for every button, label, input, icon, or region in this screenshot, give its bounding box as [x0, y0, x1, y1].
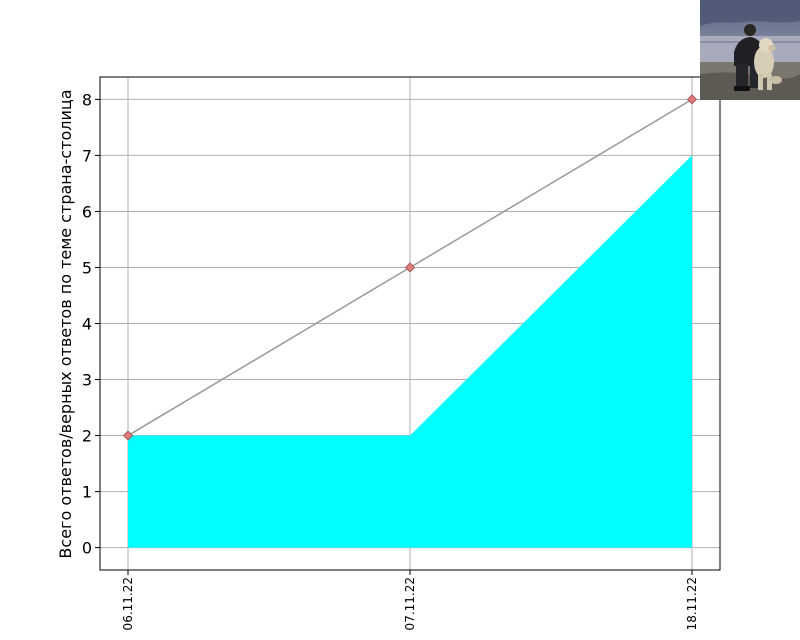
y-tick-label: 2 — [82, 427, 92, 446]
data-point-marker — [404, 262, 416, 273]
y-tick-label: 4 — [82, 315, 92, 334]
profile-photo — [700, 0, 800, 100]
y-tick-label: 7 — [82, 146, 92, 165]
y-tick-label: 1 — [82, 483, 92, 502]
y-tick-label: 6 — [82, 202, 92, 221]
data-point-marker — [122, 430, 134, 441]
y-axis-ticks: 0 1 2 3 4 5 6 7 8 — [82, 90, 100, 558]
line-series — [122, 94, 698, 441]
x-tick-label: 07.11.22 — [403, 577, 417, 630]
area-series — [128, 155, 692, 548]
x-tick-label: 18.11.22 — [685, 577, 699, 630]
x-tick-label: 06.11.22 — [121, 577, 135, 630]
x-axis-ticks: 06.11.22 07.11.22 18.11.22 — [121, 570, 699, 630]
data-point-marker — [686, 94, 698, 105]
y-tick-label: 5 — [82, 258, 92, 277]
y-tick-label: 3 — [82, 371, 92, 390]
y-axis-label: Всего ответов/верных ответов по теме стр… — [56, 89, 75, 558]
y-tick-label: 0 — [82, 539, 92, 558]
area-fill — [128, 155, 692, 548]
y-tick-label: 8 — [82, 90, 92, 109]
